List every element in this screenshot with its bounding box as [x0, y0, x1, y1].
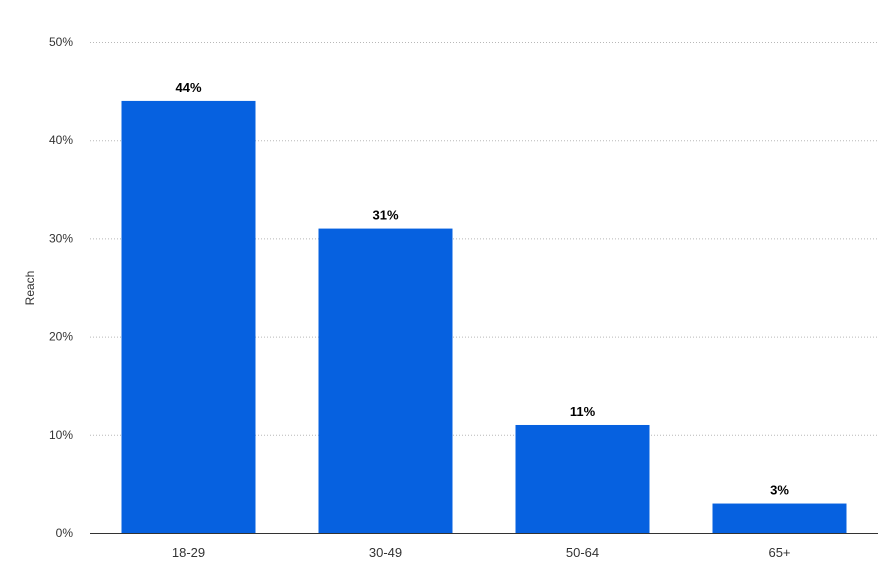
x-tick-label: 30-49: [369, 545, 402, 560]
y-tick-label: 10%: [49, 428, 73, 442]
bar: [318, 228, 453, 533]
y-axis-ticks: 0% 10% 20% 30% 40% 50%: [49, 35, 73, 540]
y-tick-label: 40%: [49, 133, 73, 147]
y-tick-label: 30%: [49, 231, 73, 245]
bars: [121, 100, 847, 534]
y-tick-label: 50%: [49, 35, 73, 49]
grid-lines: [90, 42, 878, 436]
x-tick-label: 50-64: [566, 545, 599, 560]
y-tick-label: 0%: [56, 526, 74, 540]
bar: [515, 424, 650, 533]
bar-value-label: 3%: [770, 483, 789, 498]
data-labels: 44% 31% 11% 3%: [175, 80, 789, 498]
bar: [121, 100, 256, 534]
y-tick-label: 20%: [49, 330, 73, 344]
x-tick-label: 65+: [768, 545, 790, 560]
bar-value-label: 11%: [570, 404, 596, 419]
bar-value-label: 44%: [175, 80, 201, 95]
x-tick-label: 18-29: [172, 545, 205, 560]
x-axis-ticks: 18-29 30-49 50-64 65+: [172, 545, 791, 560]
bar-value-label: 31%: [372, 208, 398, 223]
bar: [712, 503, 847, 533]
y-axis-label: Reach: [23, 271, 37, 306]
